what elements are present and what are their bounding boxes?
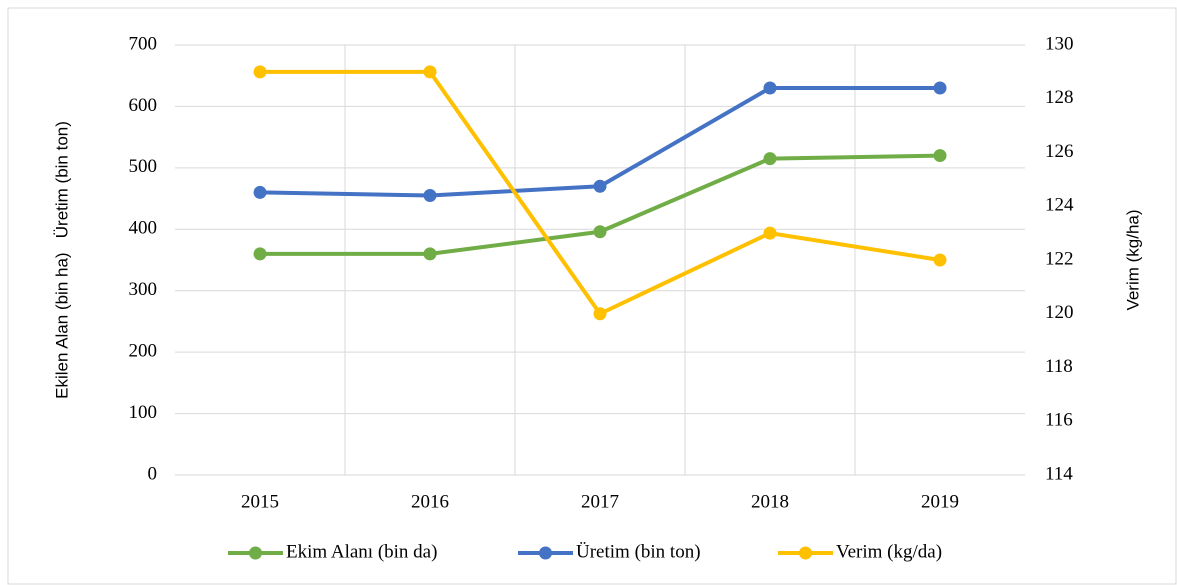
y2-tick-label: 118 (1045, 356, 1073, 377)
y2-tick-label: 128 (1045, 87, 1074, 108)
legend-item: Üretim (bin ton) (518, 541, 701, 562)
chart-border (7, 7, 1177, 585)
y-axis-title: Ekilen Alan (bin ha) Üretim (bin ton) (52, 121, 71, 399)
x-tick-label: 2018 (751, 491, 789, 512)
y2-tick-label: 122 (1045, 248, 1074, 269)
point (253, 185, 267, 199)
point (593, 307, 607, 321)
y2-tick-label: 126 (1045, 141, 1074, 162)
point (933, 149, 947, 163)
y-tick-label: 600 (129, 95, 158, 116)
x-tick-label: 2019 (921, 491, 959, 512)
y-tick-label: 0 (148, 463, 158, 484)
y-tick-label: 300 (129, 279, 158, 300)
point (423, 65, 437, 79)
legend-marker (799, 546, 812, 560)
point (763, 81, 777, 95)
point (253, 65, 267, 79)
y-tick-label: 100 (129, 402, 158, 423)
legend-label: Verim (kg/da) (836, 541, 942, 562)
point (253, 247, 267, 261)
series-line (259, 86, 940, 198)
legend-item: Verim (kg/da) (778, 541, 942, 562)
point (423, 247, 437, 261)
y-tick-label: 400 (129, 218, 158, 239)
point (933, 81, 947, 95)
series-line (260, 153, 941, 256)
x-tick-label: 2015 (241, 491, 279, 512)
y2-tick-label: 116 (1045, 410, 1073, 431)
y2-tick-label: 114 (1045, 463, 1073, 484)
y2-tick-label: 124 (1045, 195, 1074, 216)
y-tick-label: 200 (129, 341, 158, 362)
legend-marker (249, 546, 262, 560)
y-tick-label: 500 (129, 156, 158, 177)
x-tick-label: 2016 (411, 491, 449, 512)
x-tick-label: 2017 (581, 491, 619, 512)
y2-axis-title: Verim (kg/ha) (1123, 209, 1142, 310)
point (593, 179, 607, 193)
y-tick-label: 700 (129, 33, 158, 54)
legend-label: Üretim (bin ton) (576, 541, 701, 562)
point (763, 226, 777, 240)
point (593, 225, 607, 239)
legend-item: Ekim Alanı (bin da) (228, 541, 437, 562)
legend-label: Ekim Alanı (bin da) (286, 541, 437, 562)
point (933, 253, 947, 267)
y2-tick-label: 130 (1045, 33, 1074, 54)
point (763, 152, 777, 166)
legend-marker (539, 546, 552, 560)
point (423, 189, 437, 202)
y2-tick-label: 120 (1045, 302, 1074, 323)
